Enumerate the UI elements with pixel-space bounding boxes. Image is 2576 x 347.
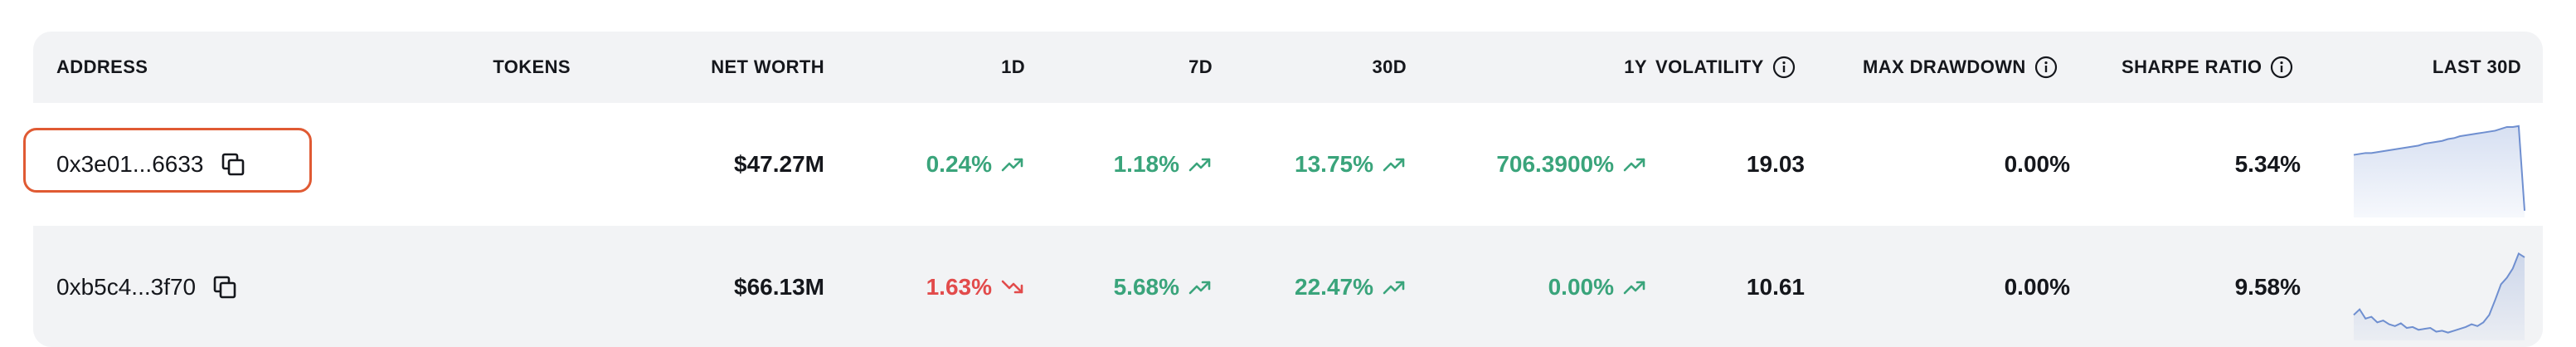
address-cell[interactable]: 0x3e01...6633 <box>56 103 245 226</box>
sharpe-ratio-value: 9.58% <box>2234 274 2301 300</box>
info-circle-icon[interactable] <box>1772 56 1796 79</box>
header-volatility[interactable]: VOLATILITY <box>1655 32 1796 103</box>
header-volatility-label: VOLATILITY <box>1655 56 1764 77</box>
header-30d[interactable]: 30D <box>1372 56 1407 77</box>
tokens-cell <box>423 226 571 347</box>
info-circle-icon[interactable] <box>2270 56 2293 79</box>
trend-up-icon <box>1000 152 1025 177</box>
header-tokens[interactable]: TOKENS <box>493 56 571 77</box>
header-sharpe-ratio-label: SHARPE RATIO <box>2122 56 2263 77</box>
volatility-value: 10.61 <box>1746 274 1805 300</box>
sparkline-chart <box>2353 125 2525 217</box>
header-last-30d: LAST 30D <box>2432 56 2521 77</box>
header-net-worth[interactable]: NET WORTH <box>711 56 824 77</box>
table-header: ADDRESS TOKENS NET WORTH 1D 7D 30D 1Y VO… <box>33 32 2543 103</box>
trend-up-icon <box>1622 152 1647 177</box>
wallet-address[interactable]: 0x3e01...6633 <box>56 151 204 177</box>
change-30d-value: 22.47% <box>1295 274 1373 300</box>
header-address[interactable]: ADDRESS <box>56 56 148 77</box>
selected-address-highlight <box>23 128 312 193</box>
sparkline-line <box>2353 125 2525 211</box>
change-1y: 0.00% <box>1410 226 1647 347</box>
address-cell[interactable]: 0xb5c4...3f70 <box>56 226 237 347</box>
change-7d: 5.68% <box>1050 226 1213 347</box>
sparkline-chart <box>2353 252 2525 340</box>
trend-down-icon <box>1000 275 1025 300</box>
wallet-address[interactable]: 0xb5c4...3f70 <box>56 274 197 300</box>
trend-up-icon <box>1188 275 1213 300</box>
change-1d: 1.63% <box>863 226 1025 347</box>
change-7d: 1.18% <box>1050 103 1213 226</box>
table-row[interactable]: 0xb5c4...3f70 $66.13M 1.63% 5.68% 22.47%… <box>33 226 2543 347</box>
change-1y-value: 0.00% <box>1548 274 1614 300</box>
wallet-table: ADDRESS TOKENS NET WORTH 1D 7D 30D 1Y VO… <box>33 32 2543 347</box>
change-7d-value: 5.68% <box>1113 274 1179 300</box>
volatility-value: 19.03 <box>1746 151 1805 177</box>
change-30d-value: 13.75% <box>1295 151 1373 177</box>
trend-up-icon <box>1382 152 1407 177</box>
copy-icon[interactable] <box>221 152 245 177</box>
max-drawdown-value: 0.00% <box>2004 151 2070 177</box>
info-circle-icon[interactable] <box>2034 56 2058 79</box>
net-worth-value: $47.27M <box>734 151 824 177</box>
header-max-drawdown[interactable]: MAX DRAWDOWN <box>1863 32 2058 103</box>
trend-up-icon <box>1382 275 1407 300</box>
max-drawdown-value: 0.00% <box>2004 274 2070 300</box>
net-worth-value: $66.13M <box>734 274 824 300</box>
change-30d: 22.47% <box>1216 226 1407 347</box>
sparkline-area <box>2354 125 2525 217</box>
change-1y: 706.3900% <box>1410 103 1647 226</box>
sparkline-area <box>2354 253 2525 340</box>
change-1d-value: 0.24% <box>926 151 992 177</box>
change-30d: 13.75% <box>1216 103 1407 226</box>
header-1y[interactable]: 1Y <box>1624 56 1647 77</box>
header-max-drawdown-label: MAX DRAWDOWN <box>1863 56 2026 77</box>
sparkline-line <box>2353 252 2525 334</box>
change-1d-value: 1.63% <box>926 274 992 300</box>
change-1d: 0.24% <box>863 103 1025 226</box>
table-row[interactable]: 0x3e01...6633 $47.27M 0.24% 1.18% 13.75%… <box>33 103 2543 226</box>
copy-icon[interactable] <box>212 275 237 300</box>
tokens-cell <box>423 103 571 226</box>
trend-up-icon <box>1622 275 1647 300</box>
header-1d[interactable]: 1D <box>1001 56 1025 77</box>
header-7d[interactable]: 7D <box>1188 56 1213 77</box>
trend-up-icon <box>1188 152 1213 177</box>
change-1y-value: 706.3900% <box>1496 151 1614 177</box>
header-sharpe-ratio[interactable]: SHARPE RATIO <box>2122 32 2293 103</box>
change-7d-value: 1.18% <box>1113 151 1179 177</box>
sharpe-ratio-value: 5.34% <box>2234 151 2301 177</box>
